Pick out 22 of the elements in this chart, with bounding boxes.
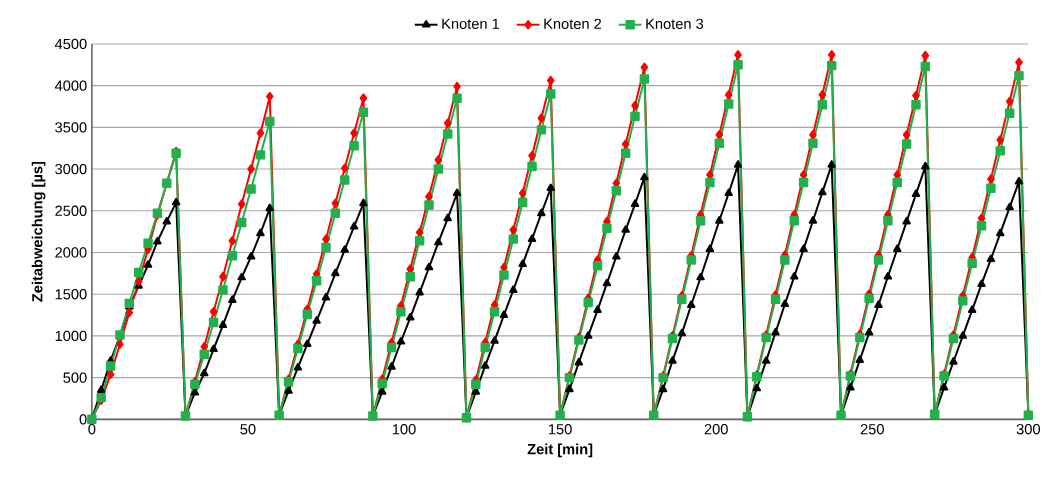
y-tick-label: 1000 bbox=[55, 330, 87, 341]
y-tick-label: 2500 bbox=[55, 205, 87, 216]
legend-label: Knoten 1 bbox=[442, 18, 500, 29]
legend-label: Knoten 3 bbox=[646, 18, 704, 29]
y-tick-label: 3500 bbox=[55, 122, 87, 133]
x-tick-label: 300 bbox=[1016, 423, 1040, 435]
y-tick-label: 0 bbox=[79, 414, 87, 425]
y-tick-label: 1500 bbox=[55, 288, 87, 300]
y-tick-label: 500 bbox=[63, 372, 87, 383]
x-tick-label: 50 bbox=[240, 423, 256, 435]
x-tick-label: 200 bbox=[704, 423, 728, 435]
y-tick-label: 4500 bbox=[54, 38, 87, 50]
y-tick-label: 3000 bbox=[55, 163, 87, 175]
x-axis-title: Zeit [min] bbox=[527, 443, 593, 458]
legend-label: Knoten 2 bbox=[544, 18, 602, 29]
y-tick-label: 4000 bbox=[54, 80, 87, 91]
x-tick-label: 100 bbox=[392, 423, 416, 435]
y-tick-label: 2000 bbox=[55, 247, 87, 258]
x-tick-label: 150 bbox=[549, 423, 572, 435]
y-axis-title: Zeitabweichung [µs] bbox=[31, 161, 46, 302]
x-tick-label: 250 bbox=[860, 423, 884, 435]
x-tick-label: 0 bbox=[88, 423, 96, 435]
